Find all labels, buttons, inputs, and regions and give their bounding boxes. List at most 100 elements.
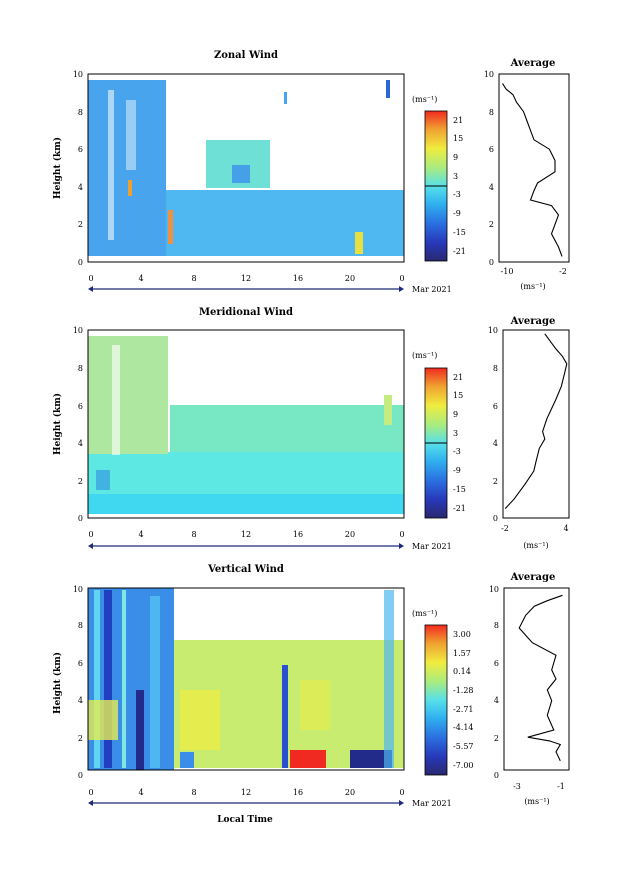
vertical-avg-ytick-4: 4 (494, 696, 499, 705)
vertical-average-frame (503, 587, 570, 771)
vertical-average-panel: Average 0 2 4 6 8 10 -3 -1 (ms⁻¹) (489, 572, 570, 806)
meridional-panel: Meridional Wind 0 2 4 6 8 10 0 4 8 12 16… (52, 307, 466, 551)
zonal-xtick-24: 0 (399, 274, 404, 283)
meridional-average-line (504, 333, 568, 509)
meridional-xtick-24: 0 (399, 530, 404, 539)
meridional-xtick-16: 16 (293, 530, 303, 539)
vertical-colorbar-unit: (ms⁻¹) (412, 609, 437, 618)
vertical-ytick-2: 2 (78, 734, 83, 743)
meridional-date-label: Mar 2021 (412, 542, 452, 551)
meridional-xtick-20: 20 (345, 530, 355, 539)
zonal-day-bar: Mar 2021 (88, 285, 452, 294)
zonal-avg-ytick-0: 0 (489, 258, 494, 267)
vertical-avg-xtick-m1: -1 (557, 782, 565, 791)
zonal-cb-tick-3: 3 (453, 172, 458, 181)
meridional-colorbar-unit: (ms⁻¹) (412, 351, 437, 360)
vertical-cb-tick-m5-57: -5.57 (453, 742, 474, 751)
zonal-xtick-16: 16 (293, 274, 303, 283)
meridional-avg-ytick-6: 6 (493, 402, 498, 411)
vertical-ylabel: Height (km) (52, 652, 63, 714)
vertical-ytick-0: 0 (78, 771, 83, 780)
zonal-ytick-0: 0 (78, 258, 83, 267)
meridional-colorbar: (ms⁻¹) 21 15 9 3 -3 -9 -15 -21 (412, 351, 466, 519)
zonal-average-line (502, 83, 563, 257)
vertical-cb-tick-1-57: 1.57 (453, 649, 471, 658)
meridional-cb-tick-15: 15 (453, 391, 463, 400)
zonal-ylabel: Height (km) (52, 137, 63, 199)
vertical-avg-ytick-6: 6 (494, 659, 499, 668)
vertical-frame (87, 587, 405, 771)
meridional-xtick-0: 0 (88, 530, 93, 539)
zonal-average-title: Average (510, 58, 556, 69)
meridional-cb-tick-9: 9 (453, 410, 458, 419)
vertical-xtick-24: 0 (399, 788, 404, 797)
vertical-xtick-20: 20 (345, 788, 355, 797)
zonal-cb-tick-m3: -3 (453, 190, 461, 199)
vertical-avg-xlabel: (ms⁻¹) (524, 797, 549, 806)
vertical-xticks: 0 4 8 12 16 20 0 (88, 788, 404, 797)
meridional-title: Meridional Wind (199, 307, 293, 318)
meridional-avg-ytick-8: 8 (493, 364, 498, 373)
meridional-xtick-4: 4 (138, 530, 143, 539)
zonal-average-frame (498, 73, 570, 263)
zonal-title: Zonal Wind (214, 50, 278, 61)
meridional-cb-tick-m9: -9 (453, 466, 461, 475)
meridional-ytick-0: 0 (78, 514, 83, 523)
zonal-avg-ytick-8: 8 (489, 108, 494, 117)
zonal-ytick-2: 2 (78, 220, 83, 229)
vertical-cb-tick-m2-71: -2.71 (453, 705, 474, 714)
vertical-xlabel: Local Time (217, 815, 273, 825)
vertical-avg-ytick-10: 10 (489, 585, 499, 594)
vertical-ytick-8: 8 (78, 621, 83, 630)
meridional-xtick-12: 12 (241, 530, 251, 539)
zonal-xtick-20: 20 (345, 274, 355, 283)
meridional-cb-tick-21: 21 (453, 373, 463, 382)
meridional-cb-tick-m21: -21 (453, 504, 466, 513)
zonal-frame (87, 73, 405, 263)
vertical-xtick-0: 0 (88, 788, 93, 797)
meridional-day-bar: Mar 2021 (88, 542, 452, 551)
vertical-date-label: Mar 2021 (412, 799, 452, 808)
zonal-avg-ytick-2: 2 (489, 220, 494, 229)
zonal-cb-tick-m21: -21 (453, 247, 466, 256)
vertical-cb-tick-m1-28: -1.28 (453, 686, 474, 695)
meridional-average-frame (502, 329, 570, 519)
vertical-ytick-6: 6 (78, 659, 83, 668)
vertical-xtick-4: 4 (138, 788, 143, 797)
meridional-xtick-8: 8 (191, 530, 196, 539)
vertical-xtick-12: 12 (241, 788, 251, 797)
zonal-heatmap (88, 80, 404, 256)
vertical-avg-xtick-m3: -3 (513, 782, 521, 791)
meridional-xticks: 0 4 8 12 16 20 0 (88, 530, 404, 539)
zonal-panel: Zonal Wind 0 2 4 6 8 10 0 4 8 12 (52, 50, 466, 294)
vertical-ytick-10: 10 (73, 585, 83, 594)
vertical-avg-ytick-0: 0 (494, 771, 499, 780)
vertical-cb-tick-0-14: 0.14 (453, 667, 471, 676)
meridional-cb-tick-m3: -3 (453, 447, 461, 456)
meridional-avg-xlabel: (ms⁻¹) (523, 541, 548, 550)
vertical-panel: Vertical Wind 0 2 4 6 8 10 (52, 564, 474, 825)
zonal-xtick-0: 0 (88, 274, 93, 283)
zonal-avg-ytick-10: 10 (484, 70, 494, 79)
zonal-ytick-10: 10 (73, 70, 83, 79)
vertical-colorbar-strip (425, 625, 447, 775)
meridional-avg-ytick-2: 2 (493, 477, 498, 486)
meridional-ytick-10: 10 (73, 326, 83, 335)
meridional-frame (87, 329, 405, 519)
meridional-average-panel: Average 0 2 4 6 8 10 -2 4 (ms⁻¹) (488, 316, 570, 550)
meridional-ytick-8: 8 (78, 364, 83, 373)
meridional-avg-ytick-4: 4 (493, 439, 498, 448)
zonal-cb-tick-m15: -15 (453, 228, 466, 237)
meridional-ytick-4: 4 (78, 439, 83, 448)
vertical-yticks: 0 2 4 6 8 10 (73, 585, 83, 780)
zonal-avg-xtick-m10: -10 (501, 267, 514, 276)
zonal-cb-tick-21: 21 (453, 116, 463, 125)
zonal-cb-tick-m9: -9 (453, 209, 461, 218)
zonal-ytick-6: 6 (78, 145, 83, 154)
zonal-avg-xtick-m2: -2 (559, 267, 567, 276)
zonal-ytick-4: 4 (78, 183, 83, 192)
vertical-ytick-4: 4 (78, 696, 83, 705)
zonal-xtick-12: 12 (241, 274, 251, 283)
meridional-average-title: Average (510, 316, 556, 327)
zonal-cb-tick-15: 15 (453, 134, 463, 143)
